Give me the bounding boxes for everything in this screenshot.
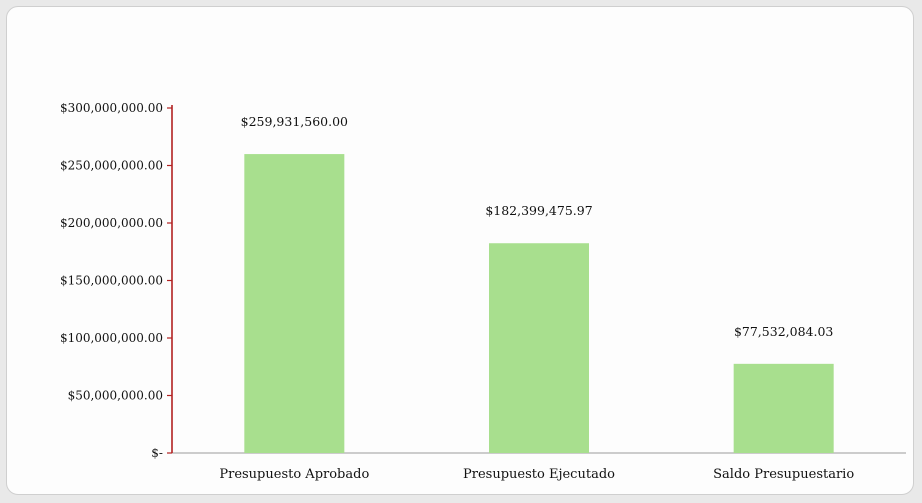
data-label: $182,399,475.97 [485, 203, 592, 218]
bar [489, 243, 589, 453]
bar [733, 363, 834, 453]
y-tick-label: $300,000,000.00 [60, 101, 163, 115]
y-tick-label: $250,000,000.00 [60, 159, 163, 173]
y-tick-label: $100,000,000.00 [60, 331, 163, 345]
category-label: Presupuesto Ejecutado [463, 467, 615, 482]
y-tick-label: $50,000,000.00 [68, 389, 163, 403]
category-label: Saldo Presupuestario [713, 467, 854, 482]
data-label: $259,931,560.00 [241, 114, 348, 129]
y-tick-label: $200,000,000.00 [60, 216, 163, 230]
category-label: Presupuesto Aprobado [219, 467, 369, 482]
y-tick-label: $- [151, 446, 163, 460]
bar [244, 154, 345, 453]
y-tick-label: $150,000,000.00 [60, 274, 163, 288]
data-label: $77,532,084.03 [734, 324, 833, 339]
